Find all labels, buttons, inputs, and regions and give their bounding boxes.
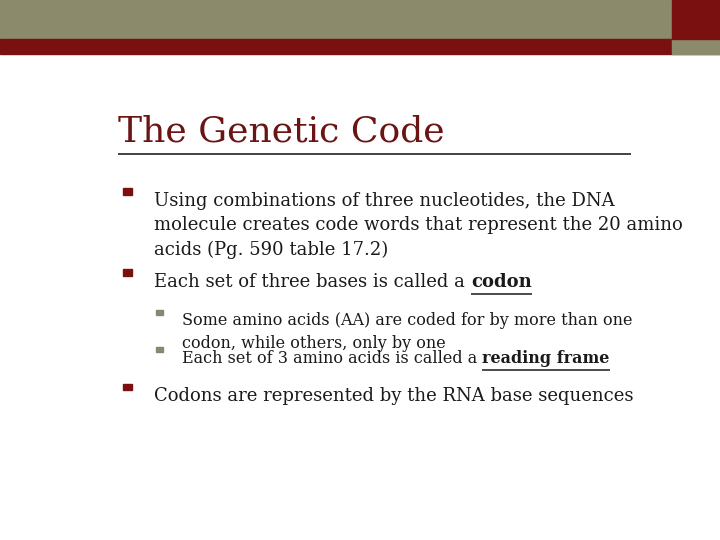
Text: Each set of 3 amino acids is called a: Each set of 3 amino acids is called a bbox=[182, 349, 482, 367]
Text: Each set of three bases is called a: Each set of three bases is called a bbox=[154, 273, 471, 291]
Text: The Genetic Code: The Genetic Code bbox=[118, 114, 444, 148]
Text: Codons are represented by the RNA base sequences: Codons are represented by the RNA base s… bbox=[154, 387, 634, 405]
Text: reading frame: reading frame bbox=[482, 349, 610, 367]
Text: Some amino acids (AA) are coded for by more than one
codon, while others, only b: Some amino acids (AA) are coded for by m… bbox=[182, 312, 633, 352]
Text: codon: codon bbox=[471, 273, 531, 291]
Bar bbox=[124, 384, 132, 390]
Bar bbox=[156, 310, 163, 315]
Text: Using combinations of three nucleotides, the DNA
molecule creates code words tha: Using combinations of three nucleotides,… bbox=[154, 192, 683, 259]
Bar bbox=[156, 347, 163, 352]
Bar bbox=[124, 269, 132, 276]
Bar bbox=[124, 188, 132, 195]
